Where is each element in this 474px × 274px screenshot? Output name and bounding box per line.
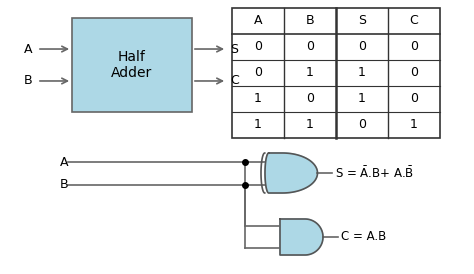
- Text: 0: 0: [410, 67, 418, 79]
- Text: 1: 1: [358, 93, 366, 105]
- Text: B: B: [60, 178, 69, 192]
- Text: 0: 0: [358, 41, 366, 53]
- Text: S = $\bar{\rm A}$.B+ A.$\bar{\rm B}$: S = $\bar{\rm A}$.B+ A.$\bar{\rm B}$: [336, 165, 415, 181]
- Text: 0: 0: [306, 93, 314, 105]
- Bar: [72, 18, 192, 112]
- Text: 1: 1: [306, 118, 314, 132]
- Text: B: B: [23, 75, 32, 87]
- Text: A: A: [24, 42, 32, 56]
- Text: A: A: [60, 156, 69, 169]
- Polygon shape: [280, 219, 323, 255]
- Text: C: C: [230, 75, 239, 87]
- Text: S: S: [230, 42, 238, 56]
- Text: C: C: [410, 15, 419, 27]
- Polygon shape: [265, 153, 318, 193]
- Text: 1: 1: [306, 67, 314, 79]
- Text: 1: 1: [254, 118, 262, 132]
- Text: 0: 0: [410, 41, 418, 53]
- Text: 0: 0: [306, 41, 314, 53]
- Text: 0: 0: [254, 41, 262, 53]
- Text: Half
Adder: Half Adder: [111, 50, 153, 80]
- Text: B: B: [306, 15, 314, 27]
- Text: S: S: [358, 15, 366, 27]
- Text: 1: 1: [410, 118, 418, 132]
- Text: A: A: [254, 15, 262, 27]
- Text: 0: 0: [358, 118, 366, 132]
- Text: 0: 0: [410, 93, 418, 105]
- Text: 1: 1: [358, 67, 366, 79]
- Bar: [232, 8, 440, 138]
- Text: 1: 1: [254, 93, 262, 105]
- Text: 0: 0: [254, 67, 262, 79]
- Text: C = A.B: C = A.B: [341, 230, 386, 244]
